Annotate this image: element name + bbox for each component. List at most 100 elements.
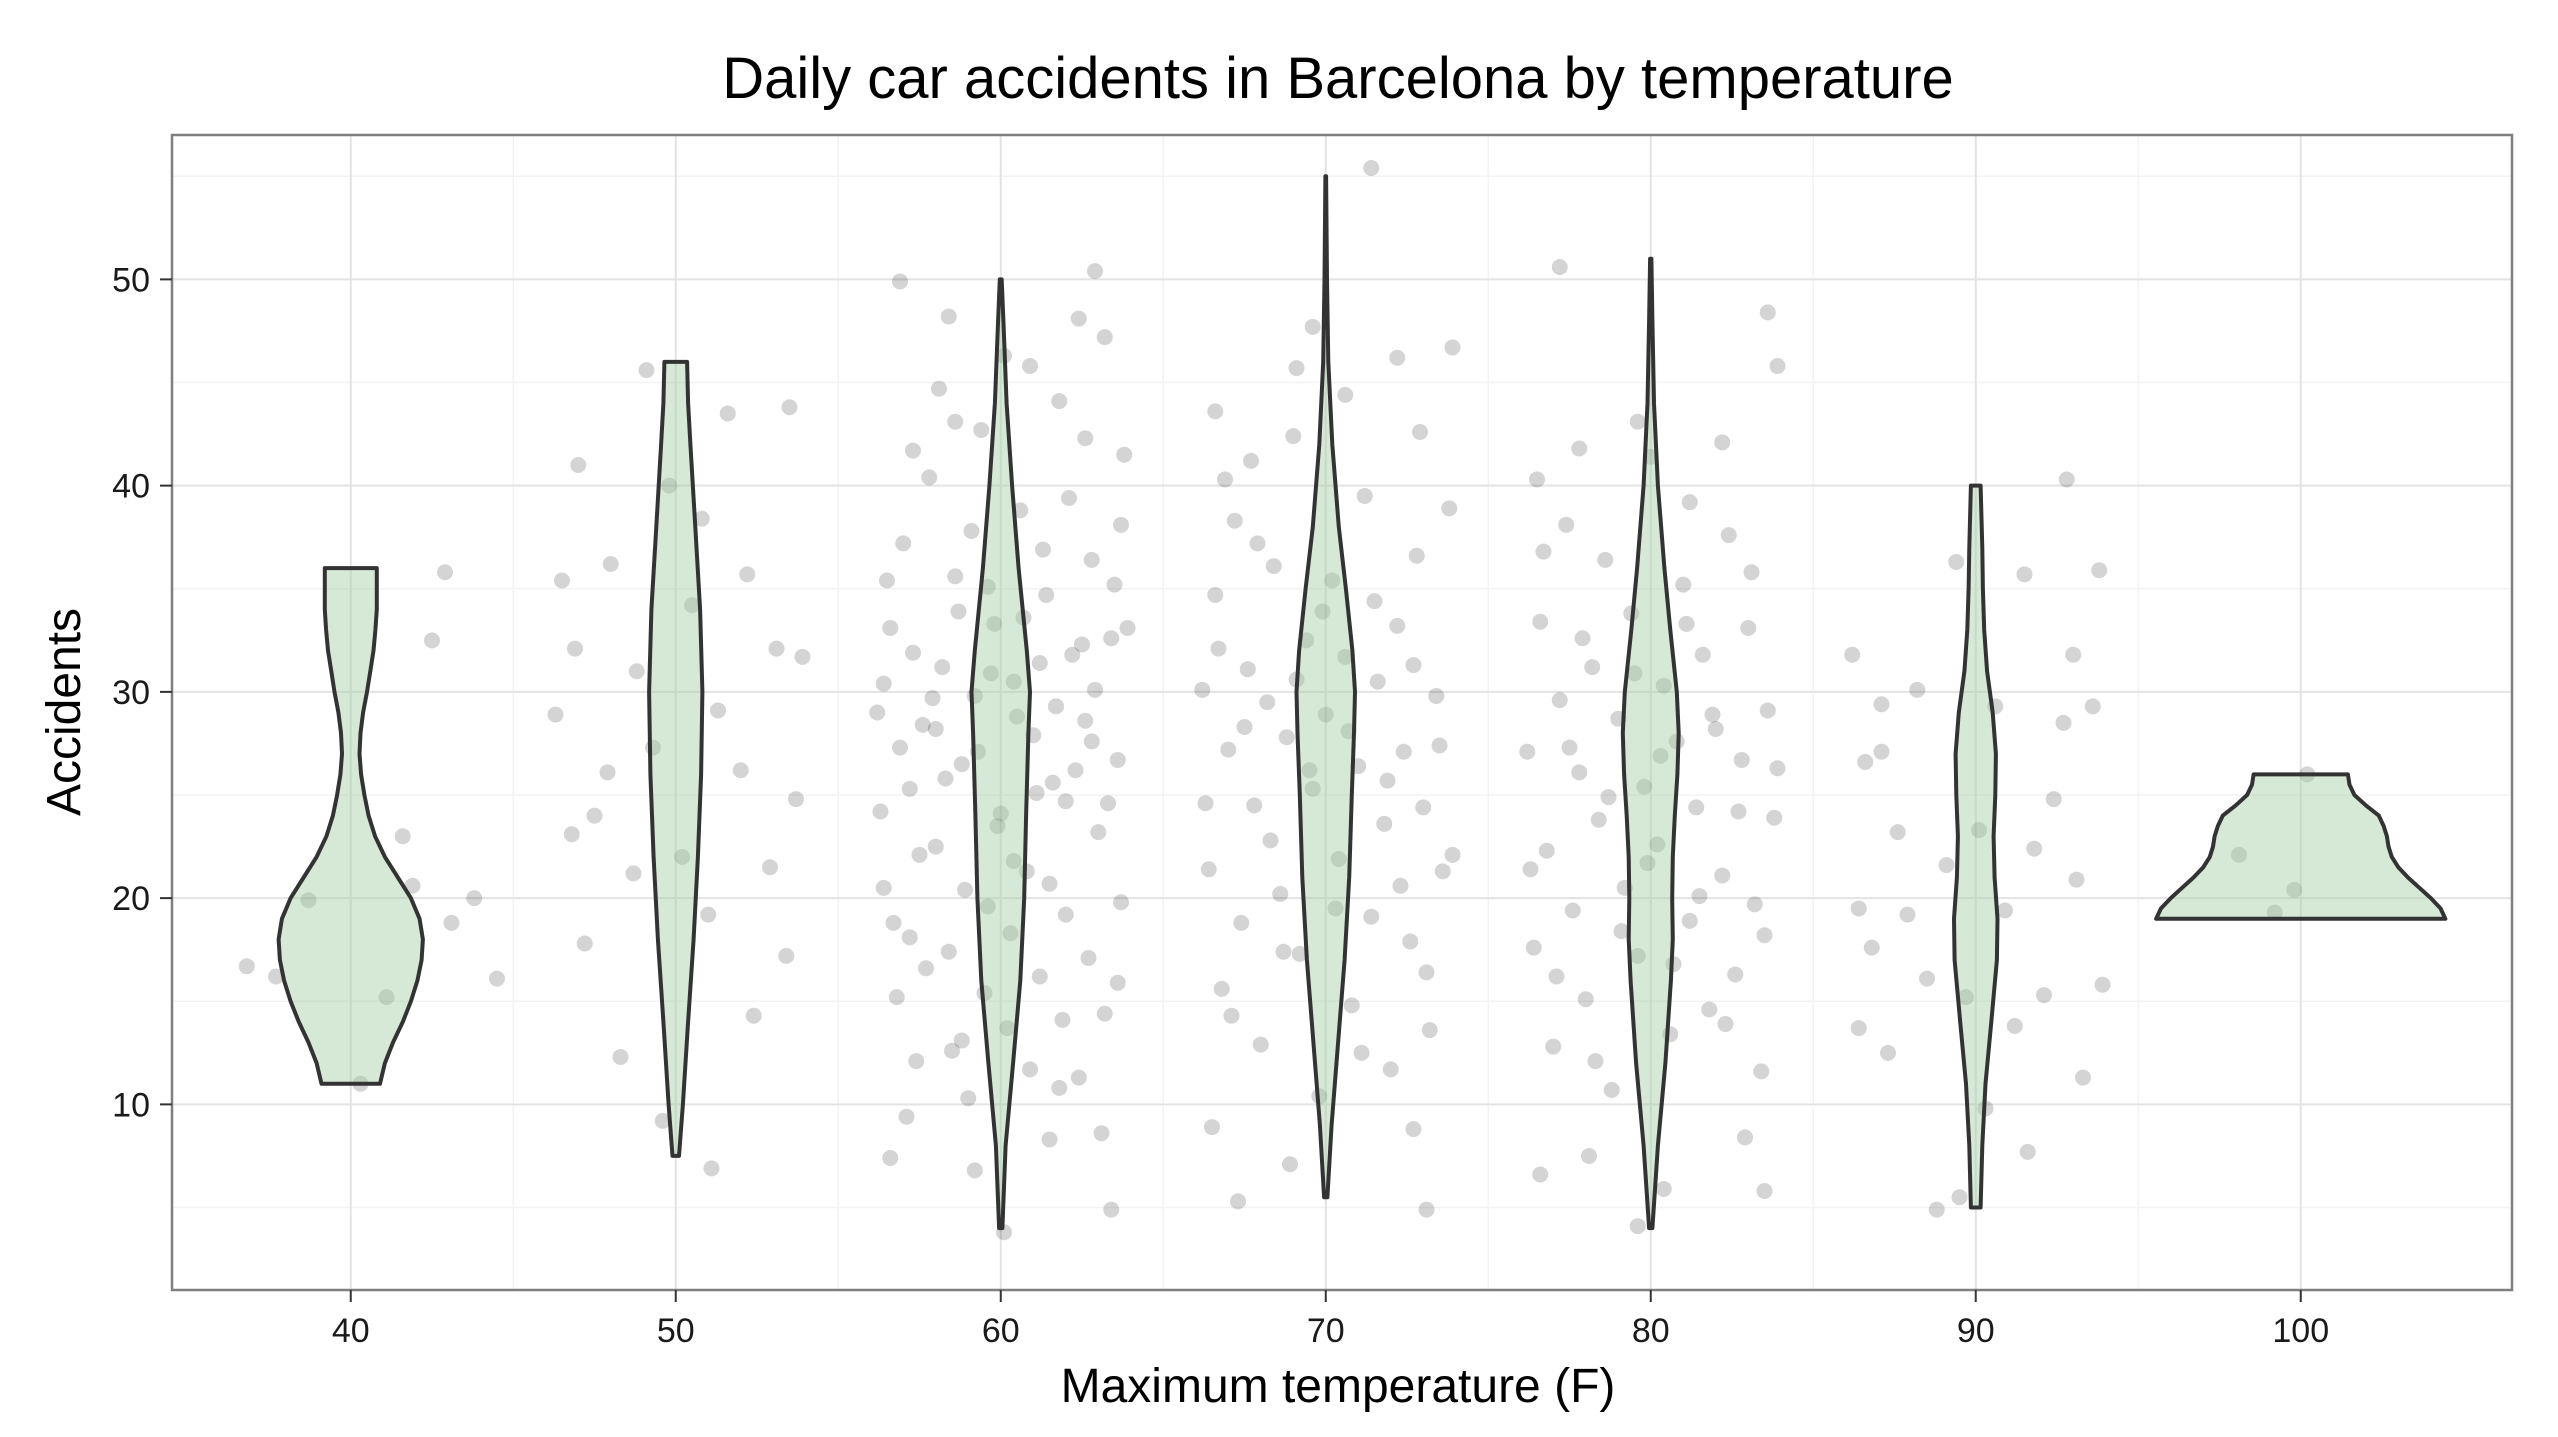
data-point (1096, 329, 1113, 346)
data-point (794, 648, 811, 665)
data-point (1035, 541, 1051, 558)
data-point (1009, 708, 1025, 725)
data-point (1958, 989, 1974, 1006)
data-point (1337, 386, 1354, 403)
data-point (1044, 774, 1061, 791)
data-point (599, 764, 616, 781)
data-point (2058, 471, 2075, 488)
data-point (1730, 803, 1747, 820)
data-point (1733, 751, 1750, 768)
data-point (947, 413, 964, 430)
data-point (1282, 1156, 1298, 1173)
data-point (1275, 943, 1292, 960)
data-point (1197, 795, 1214, 812)
data-point (1759, 702, 1776, 719)
x-tick-label: 80 (1632, 1312, 1670, 1350)
data-point (2091, 562, 2108, 579)
data-point (1678, 615, 1695, 632)
data-point (1278, 729, 1295, 746)
data-point (570, 457, 587, 473)
x-tick-label: 60 (982, 1312, 1020, 1350)
data-point (901, 780, 918, 797)
data-point (1971, 822, 1987, 839)
data-point (1532, 1166, 1549, 1183)
data-point (1652, 747, 1669, 764)
jitter-points (238, 160, 2316, 1241)
data-point (1551, 692, 1568, 709)
data-point (2075, 1069, 2091, 1086)
data-point (879, 572, 895, 589)
data-point (953, 756, 970, 773)
data-point (2094, 976, 2111, 993)
data-point (778, 947, 795, 964)
data-point (238, 958, 255, 975)
data-point (1418, 964, 1435, 981)
data-point (1109, 974, 1126, 991)
data-point (1769, 760, 1786, 777)
data-point (1051, 393, 1068, 410)
data-point (1714, 434, 1731, 451)
y-tick-label: 30 (112, 674, 150, 712)
data-point (940, 308, 957, 325)
data-point (1746, 896, 1763, 913)
data-point (1343, 997, 1360, 1014)
data-point (1057, 906, 1074, 923)
data-point (1629, 1218, 1646, 1235)
data-point (1938, 857, 1955, 874)
data-point (745, 1007, 762, 1024)
data-point (869, 704, 886, 721)
data-point (1720, 527, 1737, 544)
data-point (1590, 811, 1607, 828)
data-point (2068, 871, 2085, 888)
data-point (1077, 712, 1094, 729)
data-point (1558, 516, 1575, 533)
y-tick-label: 40 (112, 468, 150, 506)
data-point (1997, 902, 2013, 919)
data-point (1356, 487, 1373, 504)
data-point (1207, 586, 1224, 603)
data-point (1389, 617, 1406, 634)
data-point (1324, 572, 1341, 589)
data-point (1561, 739, 1578, 756)
data-point (424, 632, 440, 649)
data-point (1109, 751, 1126, 768)
data-point (901, 929, 918, 946)
data-point (654, 1112, 671, 1129)
data-point (788, 791, 804, 808)
data-point (924, 690, 941, 707)
data-point (1288, 360, 1305, 377)
data-point (1304, 780, 1321, 797)
data-point (1626, 665, 1643, 682)
data-point (1681, 494, 1698, 511)
data-point (1951, 1189, 1968, 1206)
data-point (547, 706, 564, 723)
data-point (2016, 566, 2033, 583)
violin-80 (1620, 256, 1681, 1231)
data-point (576, 935, 593, 952)
data-point (1103, 630, 1120, 647)
data-point (1759, 304, 1776, 321)
data-point (1691, 888, 1708, 905)
data-point (1389, 349, 1406, 366)
x-tick-label: 70 (1307, 1312, 1345, 1350)
data-point (921, 469, 938, 486)
data-point (1756, 927, 1773, 944)
x-tick-label: 50 (657, 1312, 695, 1350)
data-point (661, 477, 678, 494)
data-point (999, 1020, 1016, 1037)
data-point (2006, 1018, 2023, 1034)
data-point (1581, 1147, 1597, 1164)
data-point (1694, 646, 1711, 663)
data-point (1301, 762, 1318, 779)
data-point (1314, 603, 1331, 620)
data-point (888, 989, 905, 1006)
data-point (911, 846, 928, 863)
data-point (898, 1108, 915, 1125)
data-point (905, 644, 921, 661)
data-point (931, 380, 947, 397)
data-point (1597, 551, 1614, 568)
data-point (1717, 1015, 1734, 1032)
data-point (674, 848, 691, 865)
y-tick-label: 10 (112, 1086, 150, 1124)
y-axis: 10 20 30 40 50 (112, 261, 172, 1124)
